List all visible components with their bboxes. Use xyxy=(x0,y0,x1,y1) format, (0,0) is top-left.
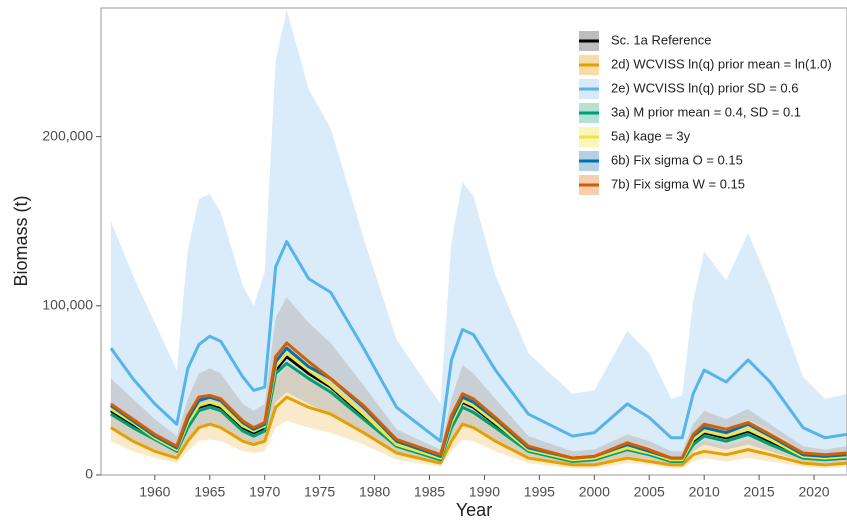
x-tick-label: 1985 xyxy=(414,484,445,500)
y-axis-title: Biomass (t) xyxy=(11,195,31,286)
x-tick-label: 1990 xyxy=(469,484,500,500)
y-tick-label: 0 xyxy=(85,466,93,482)
x-tick-label: 1960 xyxy=(139,484,170,500)
y-tick-label: 100,000 xyxy=(42,297,93,313)
x-axis-title: Year xyxy=(456,500,492,520)
y-tick-label: 200,000 xyxy=(42,127,93,143)
axes: 0 100,000 200,000 1960 1965 1970 1975 1980 1985 1… xyxy=(42,127,829,499)
legend-label: Sc. 1a Reference xyxy=(611,32,711,47)
x-tick-label: 2000 xyxy=(579,484,610,500)
x-tick-label: 1995 xyxy=(524,484,555,500)
legend-label: 7b) Fix sigma W = 0.15 xyxy=(611,176,745,191)
series-line xyxy=(110,395,847,467)
x-tick-label: 1980 xyxy=(359,484,390,500)
x-tick-label: 1970 xyxy=(249,484,280,500)
legend-label: 6b) Fix sigma O = 0.15 xyxy=(611,152,743,167)
ribbon xyxy=(110,297,847,465)
x-tick-label: 2010 xyxy=(689,484,720,500)
plot-frame xyxy=(100,7,847,476)
x-tick-label: 2015 xyxy=(744,484,775,500)
series-line xyxy=(109,240,847,443)
legend-label: 2e) WCVISS ln(q) prior SD = 0.6 xyxy=(611,80,798,95)
x-tick-label: 2005 xyxy=(634,484,665,500)
x-tick-label: 1975 xyxy=(304,484,335,500)
legend-label: 2d) WCVISS ln(q) prior mean = ln(1.0) xyxy=(611,56,832,71)
legend-label: 3a) M prior mean = 0.4, SD = 0.1 xyxy=(611,104,801,119)
x-tick-label: 1965 xyxy=(194,484,225,500)
legend-label: 5a) kage = 3y xyxy=(611,128,691,143)
lines xyxy=(109,240,847,467)
x-tick-label: 2020 xyxy=(798,484,829,500)
series-line xyxy=(110,341,847,460)
legend: Sc. 1a Reference 2d) WCVISS ln(q) prior m… xyxy=(579,31,832,195)
